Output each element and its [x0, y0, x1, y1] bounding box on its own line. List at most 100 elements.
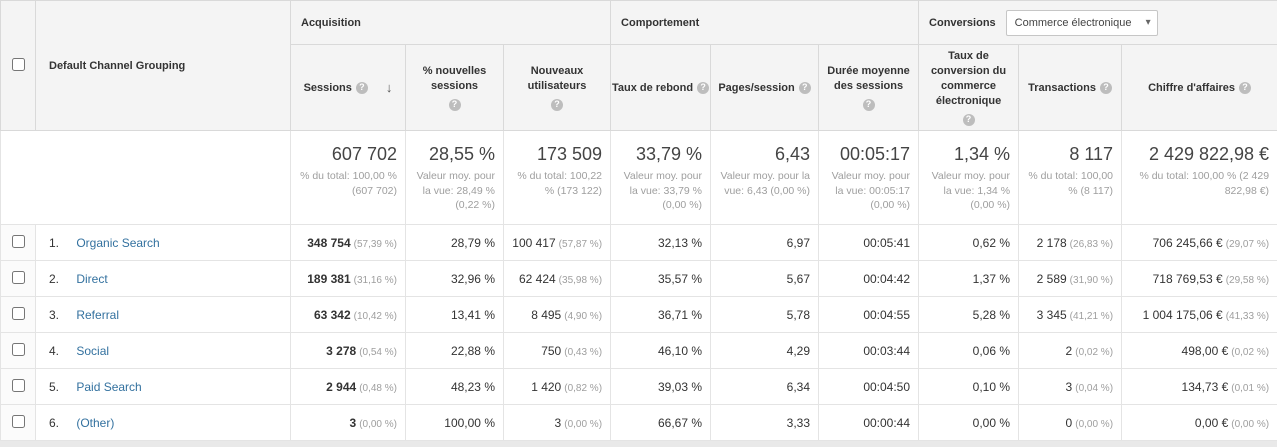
column-header-new-users[interactable]: Nouveaux utilisateurs ? — [502, 44, 612, 131]
summary-empty-cell — [0, 130, 291, 225]
new-sessions-pct-cell: 100,00 % — [405, 404, 504, 441]
summary-revenue: 2 429 822,98 € % du total: 100,00 % (2 4… — [1121, 130, 1277, 225]
new-users-column-label: Nouveaux utilisateurs — [527, 65, 587, 92]
help-icon[interactable]: ? — [1239, 81, 1252, 94]
help-icon[interactable]: ? — [448, 98, 461, 111]
sessions-column-label: Sessions — [303, 81, 352, 94]
ecom-conversion-rate-cell: 0,06 % — [918, 332, 1020, 369]
new-users-cell: 8 495 (4,90 %) — [502, 296, 612, 333]
channel-link[interactable]: (Other) — [76, 415, 115, 430]
new-users-cell: 3 (0,00 %) — [502, 404, 612, 441]
table-row: 4. Social 3 278 (0,54 %) 22,88 % 750 (0,43… — [0, 332, 1277, 369]
channel-link[interactable]: Social — [76, 343, 110, 358]
channel-cell: 5. Paid Search — [35, 368, 291, 405]
transactions-cell: 3 (0,04 %) — [1018, 368, 1123, 405]
column-header-channel-grouping[interactable]: Default Channel Grouping — [35, 0, 291, 131]
help-icon[interactable]: ? — [962, 113, 975, 126]
revenue-cell: 498,00 € (0,02 %) — [1121, 332, 1277, 369]
row-checkbox[interactable] — [11, 270, 25, 284]
channel-cell: 4. Social — [35, 332, 291, 369]
new-users-cell: 62 424 (35,98 %) — [502, 260, 612, 297]
table-row: 3. Referral 63 342 (10,42 %) 13,41 % 8 49… — [0, 296, 1277, 333]
pages-per-session-cell: 4,29 — [710, 332, 820, 369]
row-number: 2. — [49, 271, 60, 286]
row-number: 4. — [49, 343, 60, 358]
ecom-conversion-rate-cell: 0,10 % — [918, 368, 1020, 405]
row-checkbox[interactable] — [11, 306, 25, 320]
transactions-cell: 2 589 (31,90 %) — [1018, 260, 1123, 297]
channel-link[interactable]: Direct — [76, 271, 108, 286]
row-number: 6. — [49, 415, 60, 430]
row-checkbox-cell — [0, 404, 36, 441]
new-users-cell: 1 420 (0,82 %) — [502, 368, 612, 405]
column-header-new-sessions-pct[interactable]: % nouvelles sessions ? — [405, 44, 504, 131]
help-icon[interactable]: ? — [355, 81, 368, 94]
transactions-cell: 0 (0,00 %) — [1018, 404, 1123, 441]
avg-session-duration-cell: 00:04:50 — [818, 368, 920, 405]
new-sessions-pct-column-label: % nouvelles sessions — [422, 65, 487, 92]
help-icon[interactable]: ? — [798, 81, 811, 94]
help-icon[interactable]: ? — [862, 98, 875, 111]
column-header-bounce-rate[interactable]: Taux de rebond ? — [610, 44, 712, 131]
revenue-column-label: Chiffre d'affaires — [1148, 81, 1236, 94]
help-icon[interactable]: ? — [1099, 81, 1112, 94]
conversion-type-select[interactable]: Commerce électronique ▾ — [1005, 9, 1158, 36]
row-checkbox-cell — [0, 368, 36, 405]
ecom-conversion-rate-column-label: Taux de conversion du commerce électroni… — [930, 50, 1007, 107]
acquisition-group-label: Acquisition — [301, 16, 361, 29]
summary-row: 607 702 % du total: 100,00 % (607 702) 2… — [0, 130, 1277, 225]
conversion-type-selected-value: Commerce électronique — [1014, 16, 1132, 29]
select-all-header-cell — [0, 0, 36, 131]
revenue-cell: 718 769,53 € (29,58 %) — [1121, 260, 1277, 297]
channel-cell: 6. (Other) — [35, 404, 291, 441]
group-header-conversions: Conversions Commerce électronique ▾ — [918, 0, 1277, 45]
sessions-cell: 2 944 (0,48 %) — [290, 368, 406, 405]
behavior-group-label: Comportement — [621, 16, 700, 29]
summary-ecom-conversion-rate: 1,34 % Valeur moy. pour la vue: 1,34 % (… — [918, 130, 1020, 225]
table-row: 2. Direct 189 381 (31,16 %) 32,96 % 62 42… — [0, 260, 1277, 297]
pages-per-session-column-label: Pages/session — [718, 81, 795, 94]
channel-cell: 2. Direct — [35, 260, 291, 297]
channel-cell: 3. Referral — [35, 296, 291, 333]
column-header-sessions[interactable]: Sessions ? ↓ — [290, 44, 406, 131]
column-header-ecom-conversion-rate[interactable]: Taux de conversion du commerce électroni… — [918, 44, 1020, 131]
row-checkbox[interactable] — [11, 414, 25, 428]
sessions-cell: 348 754 (57,39 %) — [290, 224, 406, 261]
channel-grouping-label: Default Channel Grouping — [49, 59, 186, 72]
help-icon[interactable]: ? — [551, 98, 564, 111]
summary-avg-session-duration: 00:05:17 Valeur moy. pour la vue: 00:05:… — [818, 130, 920, 225]
table-row: 1. Organic Search 348 754 (57,39 %) 28,79… — [0, 224, 1277, 261]
column-header-avg-session-duration[interactable]: Durée moyenne des sessions ? — [818, 44, 920, 131]
bounce-rate-cell: 66,67 % — [610, 404, 712, 441]
transactions-column-label: Transactions — [1028, 81, 1096, 94]
new-sessions-pct-cell: 22,88 % — [405, 332, 504, 369]
help-icon[interactable]: ? — [697, 81, 710, 94]
summary-pages-per-session: 6,43 Valeur moy. pour la vue: 6,43 (0,00… — [710, 130, 820, 225]
row-checkbox[interactable] — [11, 342, 25, 356]
avg-session-duration-cell: 00:03:44 — [818, 332, 920, 369]
new-users-cell: 750 (0,43 %) — [502, 332, 612, 369]
group-header-behavior: Comportement — [610, 0, 920, 45]
summary-new-users: 173 509 % du total: 100,22 % (173 122) — [502, 130, 612, 225]
column-header-transactions[interactable]: Transactions ? — [1018, 44, 1123, 131]
revenue-cell: 0,00 € (0,00 %) — [1121, 404, 1277, 441]
new-sessions-pct-cell: 32,96 % — [405, 260, 504, 297]
row-checkbox[interactable] — [11, 378, 25, 392]
new-sessions-pct-cell: 28,79 % — [405, 224, 504, 261]
transactions-cell: 3 345 (41,21 %) — [1018, 296, 1123, 333]
channel-link[interactable]: Paid Search — [76, 379, 142, 394]
channel-cell: 1. Organic Search — [35, 224, 291, 261]
channel-link[interactable]: Organic Search — [76, 235, 160, 250]
select-all-checkbox[interactable] — [11, 57, 25, 71]
row-checkbox-cell — [0, 332, 36, 369]
column-header-pages-per-session[interactable]: Pages/session ? — [710, 44, 820, 131]
row-checkbox-cell — [0, 224, 36, 261]
new-users-cell: 100 417 (57,87 %) — [502, 224, 612, 261]
column-header-revenue[interactable]: Chiffre d'affaires ? — [1121, 44, 1277, 131]
bounce-rate-cell: 32,13 % — [610, 224, 712, 261]
transactions-cell: 2 178 (26,83 %) — [1018, 224, 1123, 261]
row-checkbox[interactable] — [11, 234, 25, 248]
channel-link[interactable]: Referral — [76, 307, 120, 322]
ecom-conversion-rate-cell: 0,62 % — [918, 224, 1020, 261]
